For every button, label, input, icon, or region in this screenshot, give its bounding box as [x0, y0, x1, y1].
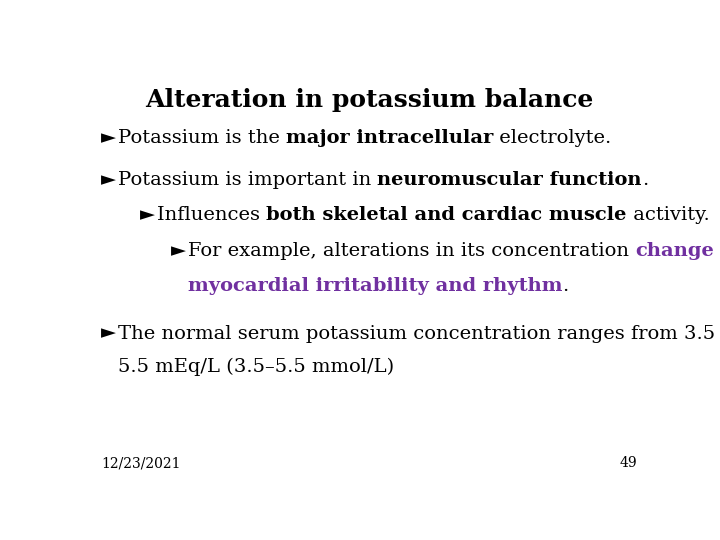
Text: Potassium is important in: Potassium is important in	[118, 171, 377, 189]
Text: 5.5 mEq/L (3.5–5.5 mmol/L): 5.5 mEq/L (3.5–5.5 mmol/L)	[118, 358, 394, 376]
Text: 12/23/2021: 12/23/2021	[101, 456, 181, 470]
Text: For example, alterations in its concentration: For example, alterations in its concentr…	[188, 242, 635, 260]
Text: ►: ►	[101, 325, 116, 343]
Text: The normal serum potassium concentration ranges from 3.5 to: The normal serum potassium concentration…	[118, 325, 720, 343]
Text: change: change	[635, 242, 714, 260]
Text: ►: ►	[101, 171, 116, 189]
Text: both skeletal and cardiac muscle: both skeletal and cardiac muscle	[266, 206, 626, 224]
Text: myocardial irritability and rhythm: myocardial irritability and rhythm	[188, 277, 562, 295]
Text: ►: ►	[140, 206, 156, 224]
Text: neuromuscular function: neuromuscular function	[377, 171, 642, 189]
Text: ►: ►	[171, 242, 186, 260]
Text: activity.: activity.	[626, 206, 709, 224]
Text: electrolyte.: electrolyte.	[493, 129, 612, 147]
Text: Alteration in potassium balance: Alteration in potassium balance	[145, 87, 593, 112]
Text: 49: 49	[619, 456, 637, 470]
Text: Influences: Influences	[157, 206, 266, 224]
Text: major intracellular: major intracellular	[286, 129, 493, 147]
Text: .: .	[642, 171, 648, 189]
Text: ►: ►	[101, 129, 116, 147]
Text: .: .	[562, 277, 568, 295]
Text: Potassium is the: Potassium is the	[118, 129, 286, 147]
